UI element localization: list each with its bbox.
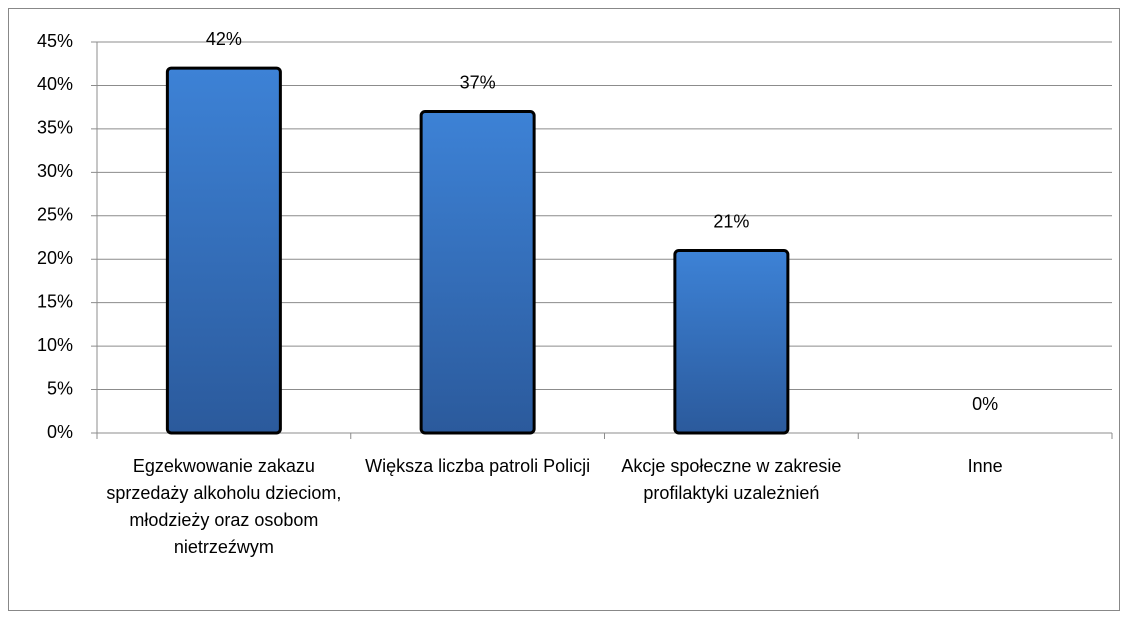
y-tick-label: 15% xyxy=(37,291,73,311)
x-tick-label: Akcje społeczne w zakresie profilaktyki … xyxy=(621,456,842,503)
y-tick-label: 40% xyxy=(37,74,73,94)
y-tick-label: 30% xyxy=(37,161,73,181)
value-label: 37% xyxy=(460,72,496,92)
value-label: 21% xyxy=(713,211,749,231)
bar xyxy=(419,110,536,435)
x-tick-label: Większa liczba patroli Policji xyxy=(365,456,591,476)
y-tick-label: 10% xyxy=(37,335,73,355)
bar xyxy=(165,66,282,435)
x-tick-label: Inne xyxy=(967,456,1003,476)
y-tick-label: 25% xyxy=(37,205,73,225)
y-tick-label: 20% xyxy=(37,248,73,268)
x-tick-label: Egzekwowanie zakazu sprzedaży alkoholu d… xyxy=(106,456,342,557)
value-label: 0% xyxy=(972,394,998,414)
y-tick-label: 45% xyxy=(37,31,73,51)
value-label: 42% xyxy=(206,29,242,49)
y-tick-label: 0% xyxy=(47,422,73,442)
y-tick-label: 5% xyxy=(47,378,73,398)
bar xyxy=(673,249,790,435)
y-tick-label: 35% xyxy=(37,118,73,138)
